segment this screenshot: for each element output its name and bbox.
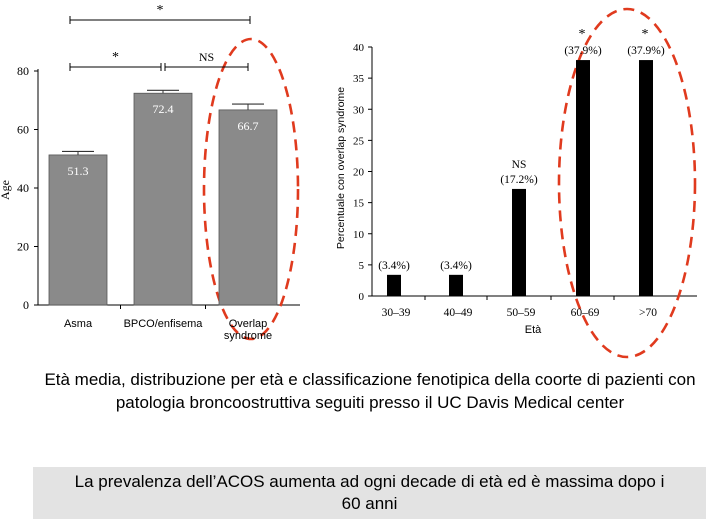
y-tick-label: 20 bbox=[17, 240, 29, 254]
overlap-age-bar-chart: 0 5 10 15 20 25 30 35 40 (3.4%) 30–39 (3.4%) 40–49 (1… bbox=[335, 7, 697, 359]
data-label: (3.4%) bbox=[378, 260, 410, 272]
y-tick-label: 15 bbox=[353, 198, 365, 210]
y-tick-label: 25 bbox=[353, 135, 365, 147]
y-tick-label: 0 bbox=[23, 298, 29, 312]
figure-caption: Età media, distribuzione per età e class… bbox=[44, 370, 696, 412]
bar bbox=[218, 109, 278, 306]
age-chart-bars bbox=[48, 89, 278, 306]
data-label: (37.9%) bbox=[564, 45, 602, 57]
age-bar-chart: * * NS 0 20 40 60 80 51.3 72.4 66.7 Asma BPCO/enfis… bbox=[0, 3, 300, 342]
age-chart-significance: * * NS bbox=[69, 3, 251, 71]
y-tick-label: 35 bbox=[353, 73, 365, 85]
bar bbox=[449, 274, 463, 296]
overlap-chart-y-label: Percentuale con overlap syndrome bbox=[335, 87, 347, 249]
note-text: La prevalenza dell’ACOS aumenta ad ogni … bbox=[74, 472, 665, 513]
significance-label: * bbox=[642, 27, 649, 42]
y-tick-label: 60 bbox=[17, 123, 29, 137]
y-tick-label: 30 bbox=[353, 104, 365, 116]
bar bbox=[387, 274, 401, 296]
y-tick-label: 10 bbox=[353, 229, 365, 241]
significance-label: NS bbox=[512, 159, 527, 171]
data-label: (17.2%) bbox=[500, 174, 538, 186]
y-tick-label: 5 bbox=[359, 260, 365, 272]
x-category-label: Asma bbox=[64, 318, 93, 330]
y-tick-label: 80 bbox=[17, 64, 29, 78]
x-tick-label: 40–49 bbox=[444, 307, 473, 319]
x-category-label-line: syndrome bbox=[224, 330, 272, 342]
x-tick-label: 50–59 bbox=[507, 307, 536, 319]
significance-label: * bbox=[579, 27, 586, 42]
y-tick-label: 40 bbox=[353, 42, 365, 54]
x-tick-label: 30–39 bbox=[382, 307, 411, 319]
data-label: 51.3 bbox=[68, 164, 89, 178]
data-label: (37.9%) bbox=[627, 45, 665, 57]
highlight-ellipse bbox=[202, 37, 300, 341]
x-tick-label: 60–69 bbox=[571, 307, 600, 319]
significance-label: * bbox=[157, 3, 164, 18]
data-label: (3.4%) bbox=[440, 260, 472, 272]
data-label: 66.7 bbox=[238, 119, 259, 133]
bar bbox=[639, 60, 653, 297]
bar bbox=[133, 92, 193, 306]
y-tick-label: 20 bbox=[353, 167, 365, 179]
age-chart-labels: 0 20 40 60 80 51.3 72.4 66.7 Asma BPCO/enfisema Ov… bbox=[17, 64, 272, 342]
overlap-chart-bars bbox=[387, 60, 653, 297]
bar bbox=[512, 188, 526, 296]
overlap-chart-x-label: Età bbox=[525, 324, 542, 336]
x-category-label: BPCO/enfisema bbox=[124, 318, 204, 330]
age-chart-y-label: Age bbox=[0, 180, 12, 200]
significance-label: NS bbox=[199, 50, 214, 64]
y-tick-label: 0 bbox=[359, 291, 365, 303]
significance-label: * bbox=[112, 50, 119, 65]
data-label: 72.4 bbox=[153, 102, 174, 116]
x-tick-label: >70 bbox=[639, 307, 657, 319]
x-category-label: Overlap syndrome bbox=[224, 318, 272, 342]
overlap-chart-labels: 0 5 10 15 20 25 30 35 40 (3.4%) 30–39 (3.4%) 40–49 (1… bbox=[353, 27, 665, 319]
x-category-label-line: Overlap bbox=[229, 318, 268, 330]
y-tick-label: 40 bbox=[17, 181, 29, 195]
highlight-ellipse bbox=[557, 7, 697, 359]
bar bbox=[48, 154, 108, 306]
bar bbox=[576, 60, 590, 297]
note-box: La prevalenza dell’ACOS aumenta ad ogni … bbox=[33, 467, 706, 519]
